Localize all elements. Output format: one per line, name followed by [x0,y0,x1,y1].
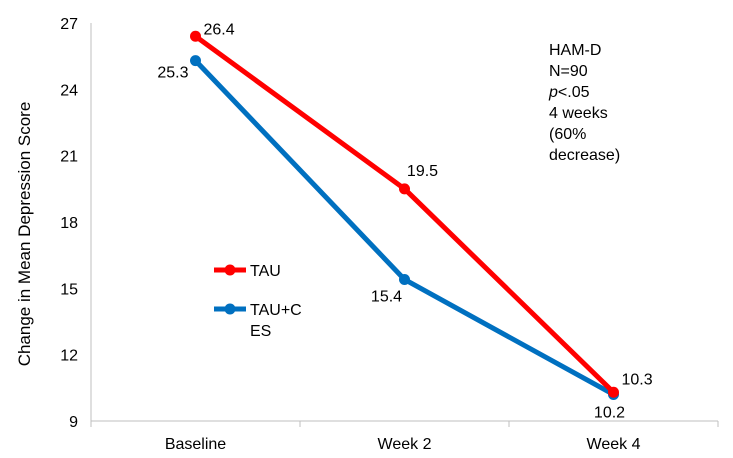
data-point [190,30,201,42]
data-label: 26.4 [204,21,235,38]
legend-label: TAU+C [250,302,302,319]
y-tick-label: 24 [60,82,78,99]
annotation-box: HAM-D N=90 p<.05 4 weeks (60% decrease) [549,40,620,166]
annotation-decrease-1: (60% [549,126,587,143]
y-tick-label: 18 [60,215,78,232]
data-label: 15.4 [371,288,402,305]
data-label: 10.3 [622,371,653,388]
y-tick-labels: 9 12 15 18 21 24 27 [60,16,78,431]
legend: TAU TAU+C ES [214,263,302,340]
legend-label: ES [250,323,271,340]
annotation-duration: 4 weeks [549,105,608,122]
x-tick-label: Week 4 [587,436,641,453]
y-axis-label: Change in Mean Depression Score [15,102,34,367]
annotation-measure: HAM-D [549,42,602,59]
y-tick-label: 12 [60,348,78,365]
legend-swatch-marker [224,264,236,276]
chart-series [190,30,619,400]
legend-swatch-marker [224,303,236,315]
x-tick-labels: Baseline Week 2 Week 4 [165,436,641,453]
data-point [608,386,619,398]
data-label: 19.5 [407,163,438,180]
annotation-p-letter: p [549,84,558,101]
data-labels: 26.4 19.5 10.3 25.3 15.4 10.2 [157,21,652,421]
y-tick-label: 21 [60,149,78,166]
data-point [190,55,201,67]
x-tick-label: Week 2 [378,436,432,453]
y-tick-label: 15 [60,281,78,298]
annotation-decrease-2: decrease) [549,147,621,164]
y-tick-label: 27 [60,16,78,33]
data-label: 25.3 [157,65,188,82]
data-label: 10.2 [594,404,625,421]
y-tick-label: 9 [69,414,78,431]
data-point [399,183,410,195]
x-tick-label: Baseline [165,436,226,453]
data-point [399,273,410,285]
legend-label: TAU [250,263,281,280]
annotation-n: N=90 [549,63,588,80]
annotation-p-value: p<.05 [549,82,620,103]
chart-axes [90,23,719,427]
annotation-p-rest: <.05 [557,84,590,101]
